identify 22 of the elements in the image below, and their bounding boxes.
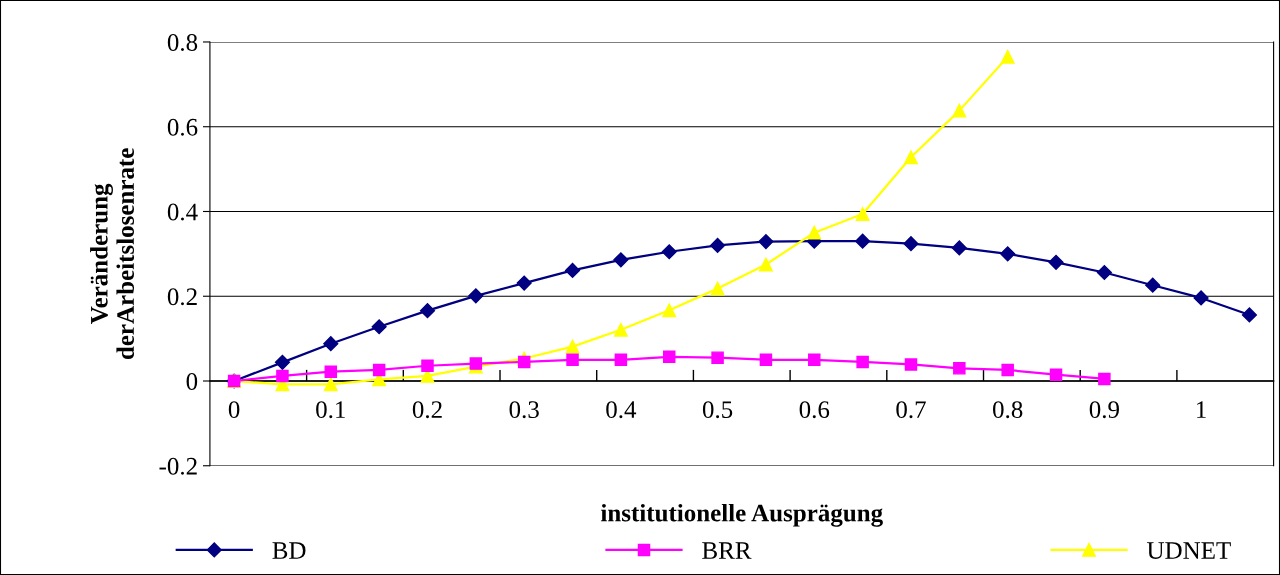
x-tick-label: 0.8 — [993, 401, 1023, 419]
y-tick-label: 0.6 — [167, 118, 198, 136]
y-tick-label: 0.2 — [167, 288, 197, 306]
x-tick-label: 0.2 — [412, 401, 442, 419]
y-tick-label: 0.4 — [167, 203, 198, 221]
x-tick-label: 0.3 — [509, 401, 539, 419]
legend-label: BD — [272, 542, 306, 559]
legend-label: UDNET — [1147, 542, 1231, 559]
legend-label: BRR — [702, 542, 752, 559]
x-tick-label: 0.9 — [1089, 401, 1119, 419]
y-tick-label: 0.8 — [167, 34, 198, 51]
x-tick-label: 1 — [1197, 401, 1206, 418]
x-tick-label: 0.6 — [799, 401, 830, 419]
x-axis-title: institutionelle Ausprägung — [600, 503, 883, 527]
y-tick-label: -0.2 — [159, 457, 197, 475]
x-tick-label: 0.4 — [606, 401, 637, 419]
x-tick-label: 0.1 — [316, 401, 345, 419]
x-tick-label: 0.5 — [702, 401, 733, 419]
y-axis-title: Veränderung derArbeitslosenrate — [90, 148, 135, 360]
y-tick-label: 0 — [186, 373, 198, 390]
x-tick-label: 0 — [228, 401, 240, 419]
x-tick-label: 0.7 — [896, 401, 926, 419]
